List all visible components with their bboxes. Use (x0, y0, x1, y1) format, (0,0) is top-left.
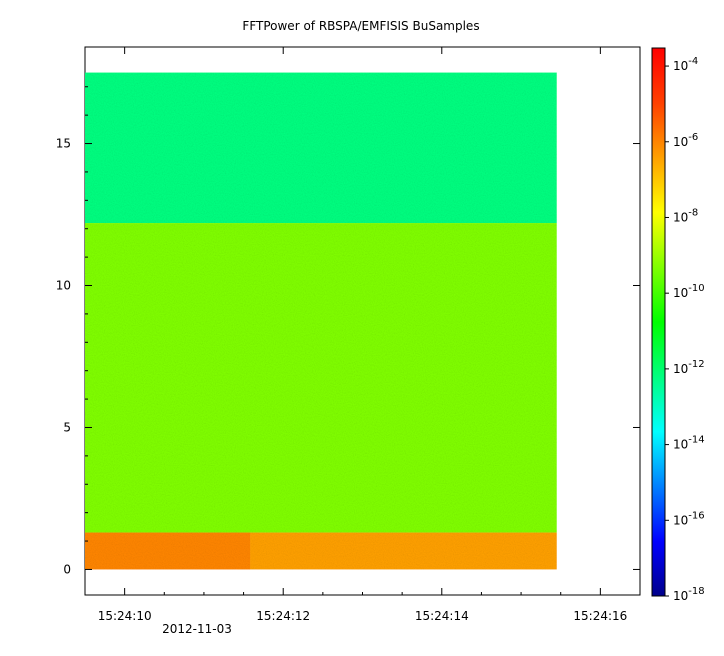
colorbar: 10-18 10-16 10-14 10-12 10-10 10-8 10-6 10-4 (651, 47, 705, 603)
colorbar-tick-label: 10-8 (673, 207, 698, 224)
x-date-label: 2012-11-03 (162, 622, 232, 636)
x-tick-label: 15:24:16 (573, 609, 627, 623)
colorbar-tick-label: 10-18 (673, 586, 705, 603)
spectrogram-image (85, 72, 557, 570)
y-tick-label: 15 (56, 137, 71, 151)
colorbar-scale (651, 47, 666, 597)
spectrogram-band (85, 223, 557, 533)
colorbar-tick-label: 10-6 (673, 132, 698, 149)
y-tick-label: 5 (63, 420, 71, 434)
x-tick-label: 15:24:14 (415, 609, 469, 623)
y-tick-label: 0 (63, 562, 71, 576)
x-tick-label: 15:24:10 (98, 609, 152, 623)
y-tick-label: 10 (56, 279, 71, 293)
colorbar-tick-label: 10-14 (673, 435, 705, 452)
colorbar-tick-label: 10-4 (673, 56, 698, 73)
y-axis: 0 5 10 15 (56, 86, 640, 576)
colorbar-tick-label: 10-16 (673, 510, 705, 527)
chart-title: FFTPower of RBSPA/EMFISIS BuSamples (242, 19, 479, 33)
spectrogram-band-highlight (85, 532, 251, 570)
x-tick-label: 15:24:12 (256, 609, 310, 623)
spectrogram-band (85, 72, 557, 224)
colorbar-tick-label: 10-12 (673, 359, 705, 376)
x-axis: 15:24:10 15:24:12 15:24:14 15:24:16 (84, 47, 641, 623)
colorbar-tick-label: 10-10 (673, 283, 705, 300)
